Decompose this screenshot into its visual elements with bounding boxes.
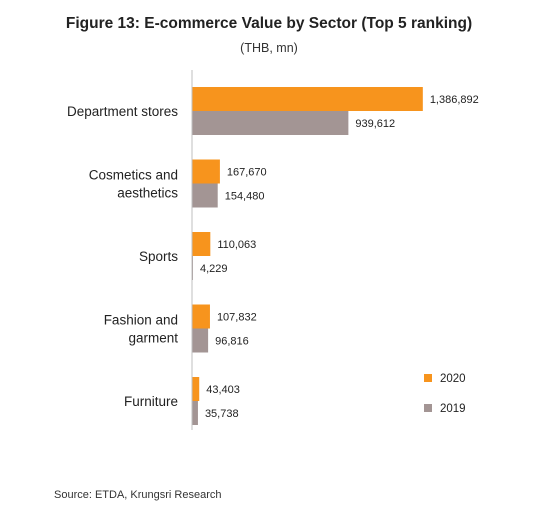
bar-2020	[192, 304, 210, 329]
data-label-2020: 107,832	[217, 312, 257, 324]
bar-2020	[192, 377, 200, 401]
data-label-2020: 1,386,892	[430, 94, 479, 106]
source-note: Source: ETDA, Krungsri Research	[54, 489, 222, 501]
category-label: Cosmetics and	[89, 168, 178, 183]
chart-title: Figure 13: E-commerce Value by Sector (T…	[66, 15, 472, 32]
legend-label-2019: 2019	[440, 403, 466, 415]
bar-2020	[192, 232, 211, 256]
category-label: Sports	[139, 249, 178, 264]
category-label: Furniture	[124, 394, 178, 409]
bar-2020	[192, 159, 220, 184]
data-label-2020: 110,063	[217, 239, 256, 251]
category-label: aesthetics	[117, 186, 178, 201]
bar-2020	[192, 87, 423, 111]
data-label-2019: 96,816	[215, 336, 249, 348]
data-label-2020: 43,403	[206, 384, 240, 396]
data-label-2020: 167,670	[227, 167, 267, 179]
legend-swatch-2020	[424, 374, 432, 382]
bar-2019	[192, 111, 349, 135]
bar-2019	[192, 328, 209, 353]
data-label-2019: 154,480	[225, 191, 265, 203]
chart-subtitle: (THB, mn)	[240, 41, 298, 55]
category-label: Fashion and	[104, 313, 178, 328]
bar-2019	[192, 401, 198, 425]
data-label-2019: 4,229	[200, 263, 228, 275]
category-label: Department stores	[67, 104, 178, 119]
legend-label-2020: 2020	[440, 373, 466, 385]
legend-swatch-2019	[424, 404, 432, 412]
data-label-2019: 35,738	[205, 408, 239, 420]
bar-2019	[192, 183, 218, 208]
data-label-2019: 939,612	[355, 118, 395, 130]
plot-area: Department stores 1,386,892 939,612 Cosmeti…	[67, 70, 479, 430]
category-label: garment	[128, 331, 178, 346]
